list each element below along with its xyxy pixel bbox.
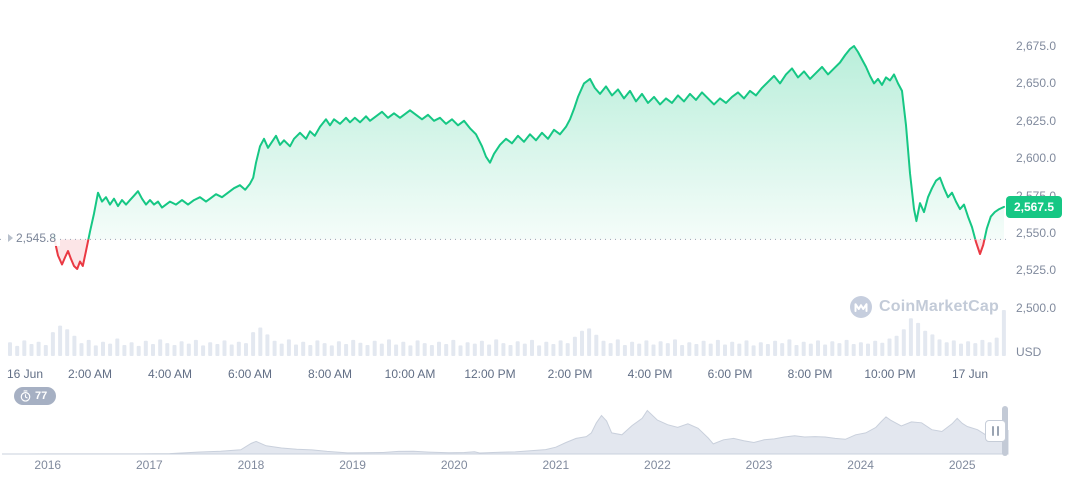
navigator-year-label: 2020 (440, 458, 468, 472)
x-axis-label: 6:00 AM (227, 367, 273, 381)
coinmarketcap-watermark: CoinMarketCap (850, 296, 999, 318)
watermark-text: CoinMarketCap (879, 298, 999, 315)
x-axis-label: 8:00 AM (307, 367, 353, 381)
navigator-year-label: 2021 (542, 458, 570, 472)
navigator-canvas[interactable] (0, 406, 1010, 456)
x-axis-label: 17 Jun (951, 367, 989, 381)
x-axis-label: 16 Jun (6, 367, 44, 381)
currency-unit-label: USD (1016, 345, 1042, 359)
volume-bars (8, 310, 1006, 356)
navigator-year-label: 2025 (948, 458, 976, 472)
x-axis-label: 8:00 PM (787, 367, 833, 381)
open-price-label: 2,545.8 (4, 230, 61, 247)
x-axis-label: 2:00 AM (67, 367, 113, 381)
y-axis-label: 2,625.0 (1016, 113, 1057, 128)
navigator-year-label: 2023 (745, 458, 773, 472)
navigator-year-label: 2019 (339, 458, 366, 472)
watchers-badge[interactable]: 77 (14, 387, 57, 405)
navigator-year-label: 2024 (847, 458, 874, 472)
x-axis-label: 4:00 AM (147, 367, 193, 381)
x-axis-label: 2:00 PM (547, 367, 593, 381)
watchers-count: 77 (35, 389, 48, 402)
x-axis-label: 4:00 PM (627, 367, 673, 381)
navigator-resize-handle[interactable] (985, 420, 1006, 442)
last-price-badge: 2,567.5 (1006, 195, 1063, 218)
y-axis-label: 2,650.0 (1016, 76, 1057, 91)
x-axis-label: 12:00 PM (464, 367, 516, 381)
navigator-year-label: 2017 (136, 458, 163, 472)
y-axis-label: 2,525.0 (1016, 263, 1057, 278)
navigator-year-label: 2018 (237, 458, 265, 472)
x-axis-label: 10:00 AM (384, 367, 436, 381)
clock-icon (20, 390, 31, 402)
main-chart-canvas[interactable] (0, 0, 1010, 358)
open-price-marker-icon (8, 234, 13, 243)
navigator-year-label: 2016 (34, 458, 62, 472)
y-axis-label: 2,600.0 (1016, 151, 1057, 166)
y-axis-label: 2,550.0 (1016, 226, 1057, 241)
open-price-value: 2,545.8 (16, 231, 57, 246)
coinmarketcap-logo-icon (850, 296, 872, 318)
x-axis-label: 10:00 PM (864, 367, 916, 381)
y-axis-label: 2,500.0 (1016, 300, 1057, 315)
navigator-year-label: 2022 (644, 458, 671, 472)
y-axis-label: 2,675.0 (1016, 38, 1057, 53)
x-axis-label: 6:00 PM (707, 367, 753, 381)
